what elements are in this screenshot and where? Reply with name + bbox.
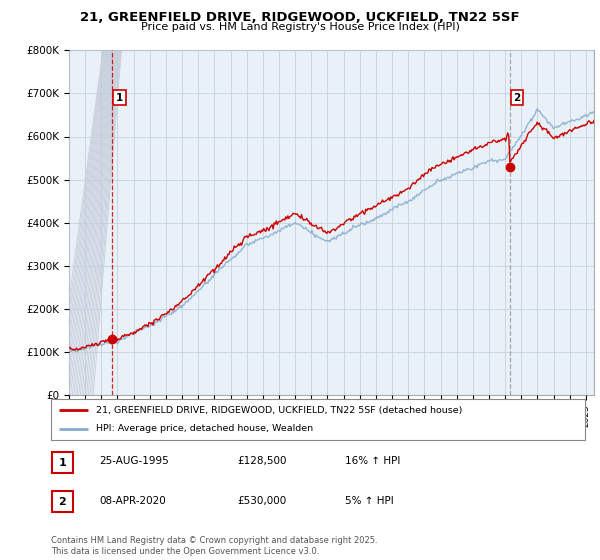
Text: 08-APR-2020: 08-APR-2020	[99, 496, 166, 506]
Text: £128,500: £128,500	[237, 456, 287, 466]
Text: 21, GREENFIELD DRIVE, RIDGEWOOD, UCKFIELD, TN22 5SF: 21, GREENFIELD DRIVE, RIDGEWOOD, UCKFIEL…	[80, 11, 520, 24]
Text: 2: 2	[59, 497, 66, 507]
Text: 16% ↑ HPI: 16% ↑ HPI	[345, 456, 400, 466]
Text: 5% ↑ HPI: 5% ↑ HPI	[345, 496, 394, 506]
Text: Price paid vs. HM Land Registry's House Price Index (HPI): Price paid vs. HM Land Registry's House …	[140, 22, 460, 32]
FancyBboxPatch shape	[52, 491, 73, 512]
Text: 21, GREENFIELD DRIVE, RIDGEWOOD, UCKFIELD, TN22 5SF (detached house): 21, GREENFIELD DRIVE, RIDGEWOOD, UCKFIEL…	[97, 405, 463, 414]
Text: Contains HM Land Registry data © Crown copyright and database right 2025.
This d: Contains HM Land Registry data © Crown c…	[51, 536, 377, 556]
Text: 2: 2	[513, 93, 520, 102]
FancyBboxPatch shape	[52, 452, 73, 473]
FancyBboxPatch shape	[51, 399, 585, 440]
Text: HPI: Average price, detached house, Wealden: HPI: Average price, detached house, Weal…	[97, 424, 314, 433]
Text: 1: 1	[116, 93, 123, 102]
Text: 1: 1	[59, 458, 66, 468]
Text: £530,000: £530,000	[237, 496, 286, 506]
Text: 25-AUG-1995: 25-AUG-1995	[99, 456, 169, 466]
